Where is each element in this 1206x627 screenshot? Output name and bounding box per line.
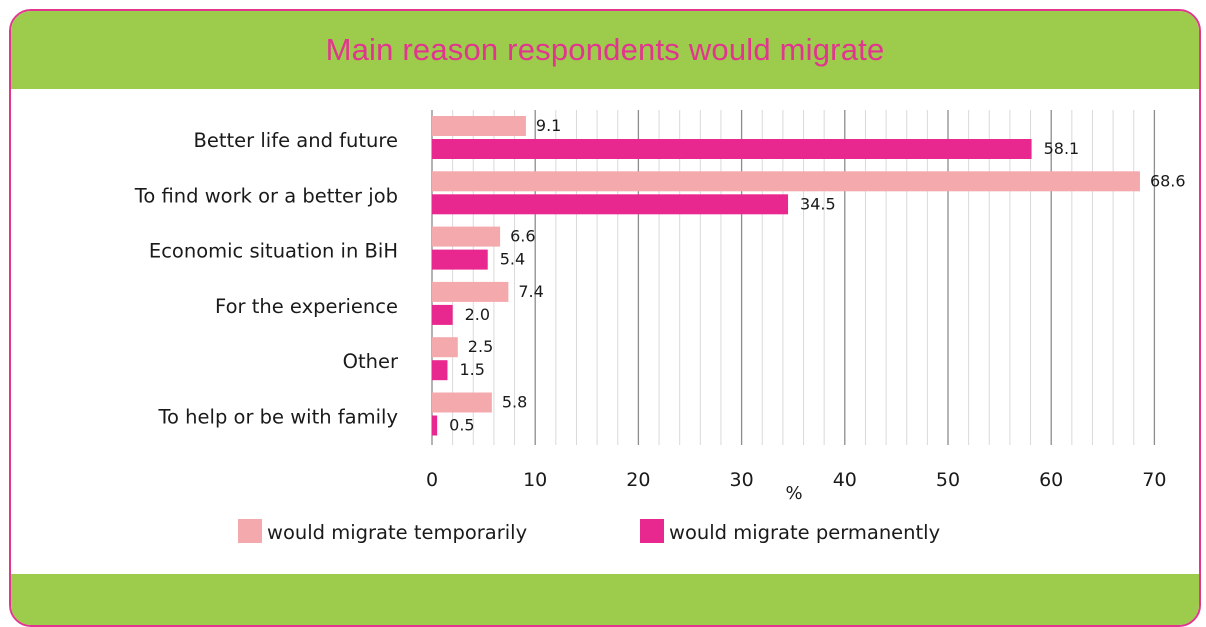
- bar-temporary: [432, 171, 1140, 192]
- data-label: 0.5: [449, 416, 474, 435]
- bar-permanent: [432, 304, 453, 325]
- category-label: To help or be with family: [157, 406, 398, 429]
- x-tick-label: 60: [1039, 469, 1063, 491]
- chart-title: Main reason respondents would migrate: [325, 32, 885, 67]
- bar-permanent: [432, 415, 438, 436]
- x-tick-label: 40: [833, 469, 857, 491]
- x-tick-label: 10: [523, 469, 547, 491]
- legend-temporary-swatch: [238, 519, 262, 543]
- data-label: 6.6: [510, 227, 535, 246]
- x-tick-label: 50: [936, 469, 960, 491]
- category-label: Economic situation in BiH: [149, 240, 398, 263]
- header-bar: Main reason respondents would migrate: [11, 11, 1199, 89]
- data-label: 2.0: [465, 305, 490, 324]
- bar-permanent: [432, 194, 789, 215]
- x-tick-label: 0: [426, 469, 438, 491]
- category-label: For the experience: [215, 295, 398, 318]
- chart-card: Main reason respondents would migrate: [9, 9, 1201, 627]
- x-tick-label: 20: [626, 469, 650, 491]
- data-label: 9.1: [536, 116, 561, 135]
- data-label: 5.8: [502, 393, 527, 412]
- category-label: To find work or a better job: [134, 184, 398, 207]
- legend-permanent-label: would migrate permanently: [669, 521, 940, 544]
- data-label: 68.6: [1150, 171, 1186, 190]
- data-label: 1.5: [459, 360, 484, 379]
- x-axis-label: %: [785, 483, 802, 504]
- bar-temporary: [432, 337, 458, 358]
- footer-bar: [11, 574, 1199, 625]
- data-label: 58.1: [1044, 139, 1080, 158]
- category-label: Other: [343, 350, 399, 373]
- x-tick-label: 70: [1142, 469, 1166, 491]
- data-label: 5.4: [500, 250, 525, 269]
- bar-permanent: [432, 139, 1032, 159]
- category-label: Better life and future: [194, 129, 398, 152]
- bar-permanent: [432, 360, 448, 381]
- legend-temporary-label: would migrate temporarily: [267, 521, 527, 544]
- legend-permanent-swatch: [640, 519, 664, 543]
- bar-temporary: [432, 281, 509, 302]
- bar-temporary: [432, 392, 492, 413]
- bar-temporary: [432, 116, 526, 136]
- data-label: 34.5: [800, 194, 836, 213]
- bar-temporary: [432, 226, 501, 247]
- data-label: 2.5: [468, 337, 493, 356]
- bar-permanent: [432, 249, 488, 270]
- x-tick-label: 30: [730, 469, 754, 491]
- data-label: 7.4: [518, 282, 543, 301]
